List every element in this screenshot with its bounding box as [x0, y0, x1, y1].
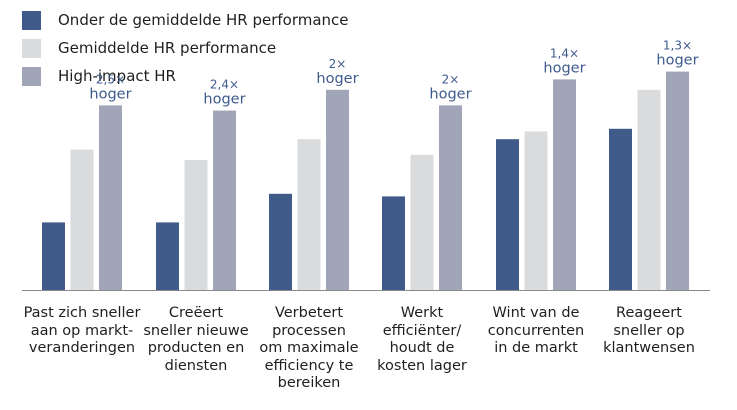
- annotation-word-1: hoger: [89, 86, 131, 102]
- bar-onder-de-gemiddelde-hr-performance-6: [609, 128, 632, 290]
- category-label-line: sneller op: [613, 322, 685, 339]
- category-label-line: concurrenten: [487, 322, 585, 339]
- category-label-1: Past zich sneller aan op markt-veranderin…: [20, 305, 144, 358]
- legend-label-below-average: Onder de gemiddelde HR performance: [58, 11, 349, 29]
- annotation-word-2: hoger: [203, 92, 245, 108]
- bar-onder-de-gemiddelde-hr-performance-1: [42, 222, 65, 290]
- annotation-word-4: hoger: [429, 86, 471, 102]
- legend-swatch-high-impact: [22, 67, 41, 86]
- category-label-line: aan op markt-: [30, 322, 134, 339]
- bar-onder-de-gemiddelde-hr-performance-3: [269, 193, 292, 290]
- annotation-multiplier-2: 2,4×: [210, 78, 239, 92]
- category-label-line: houdt de: [389, 340, 455, 356]
- category-label-line: efficiënter/: [382, 322, 462, 339]
- category-label-line: bereiken: [277, 375, 341, 391]
- bar-high-impact-hr-5: [553, 79, 576, 291]
- bar-onder-de-gemiddelde-hr-performance-4: [382, 196, 405, 290]
- bar-onder-de-gemiddelde-hr-performance-2: [156, 222, 179, 290]
- category-label-2: Creëert sneller nieuwe producten en dienste…: [134, 305, 258, 375]
- annotation-multiplier-4: 2×: [442, 72, 460, 86]
- bar-high-impact-hr-4: [439, 105, 462, 291]
- bar-onder-de-gemiddelde-hr-performance-5: [496, 139, 519, 290]
- category-label-line: Reageert: [616, 305, 682, 321]
- annotation-word-5: hoger: [543, 60, 585, 76]
- annotation-word-6: hoger: [656, 53, 698, 69]
- category-label-5: Wint van de concurrenten in de markt: [474, 305, 598, 358]
- legend-swatch-below-average: [22, 11, 41, 30]
- legend-label-high-impact: High-impact HR: [58, 67, 176, 85]
- bar-high-impact-hr-6: [666, 71, 689, 290]
- category-label-line: producten en: [147, 340, 245, 356]
- category-label-line: diensten: [164, 357, 228, 374]
- category-label-line: in de markt: [494, 340, 578, 356]
- bar-gemiddelde-hr-performance-1: [70, 149, 94, 290]
- category-label-line: processen: [272, 322, 346, 339]
- annotation-multiplier-1: 2,5×: [96, 72, 125, 86]
- category-label-line: Verbetert: [274, 305, 344, 321]
- category-label-line: veranderingen: [28, 340, 136, 356]
- bar-gemiddelde-hr-performance-3: [297, 139, 321, 290]
- category-label-line: sneller nieuwe: [143, 322, 249, 339]
- category-label-line: Creëert: [168, 305, 224, 321]
- bar-gemiddelde-hr-performance-6: [637, 89, 661, 290]
- annotation-word-3: hoger: [316, 71, 358, 87]
- bar-high-impact-hr-1: [99, 105, 122, 291]
- category-label-3: Verbetert processen om maximale efficiency …: [247, 305, 371, 393]
- category-label-line: Werkt: [400, 305, 444, 321]
- bar-high-impact-hr-2: [213, 110, 236, 290]
- annotation-multiplier-5: 1,4×: [550, 46, 579, 60]
- legend-swatch-average: [22, 39, 41, 58]
- category-label-line: klantwensen: [603, 340, 695, 356]
- legend-label-average: Gemiddelde HR performance: [58, 39, 277, 57]
- category-label-line: kosten lager: [377, 357, 467, 374]
- category-label-line: Wint van de: [492, 305, 580, 321]
- annotation-multiplier-3: 2×: [329, 57, 347, 71]
- category-label-line: Past zich sneller: [23, 305, 141, 321]
- bar-gemiddelde-hr-performance-4: [410, 154, 434, 290]
- bar-gemiddelde-hr-performance-2: [184, 160, 208, 290]
- category-label-6: Reageert sneller op klantwensen: [587, 305, 711, 358]
- category-label-4: Werkt efficiënter/houdt de kosten lager: [360, 305, 484, 375]
- category-label-line: om maximale: [259, 340, 359, 356]
- category-label-line: efficiency te: [264, 357, 354, 374]
- annotation-multiplier-6: 1,3×: [663, 39, 692, 53]
- bar-gemiddelde-hr-performance-5: [524, 131, 548, 290]
- bar-high-impact-hr-3: [326, 89, 349, 290]
